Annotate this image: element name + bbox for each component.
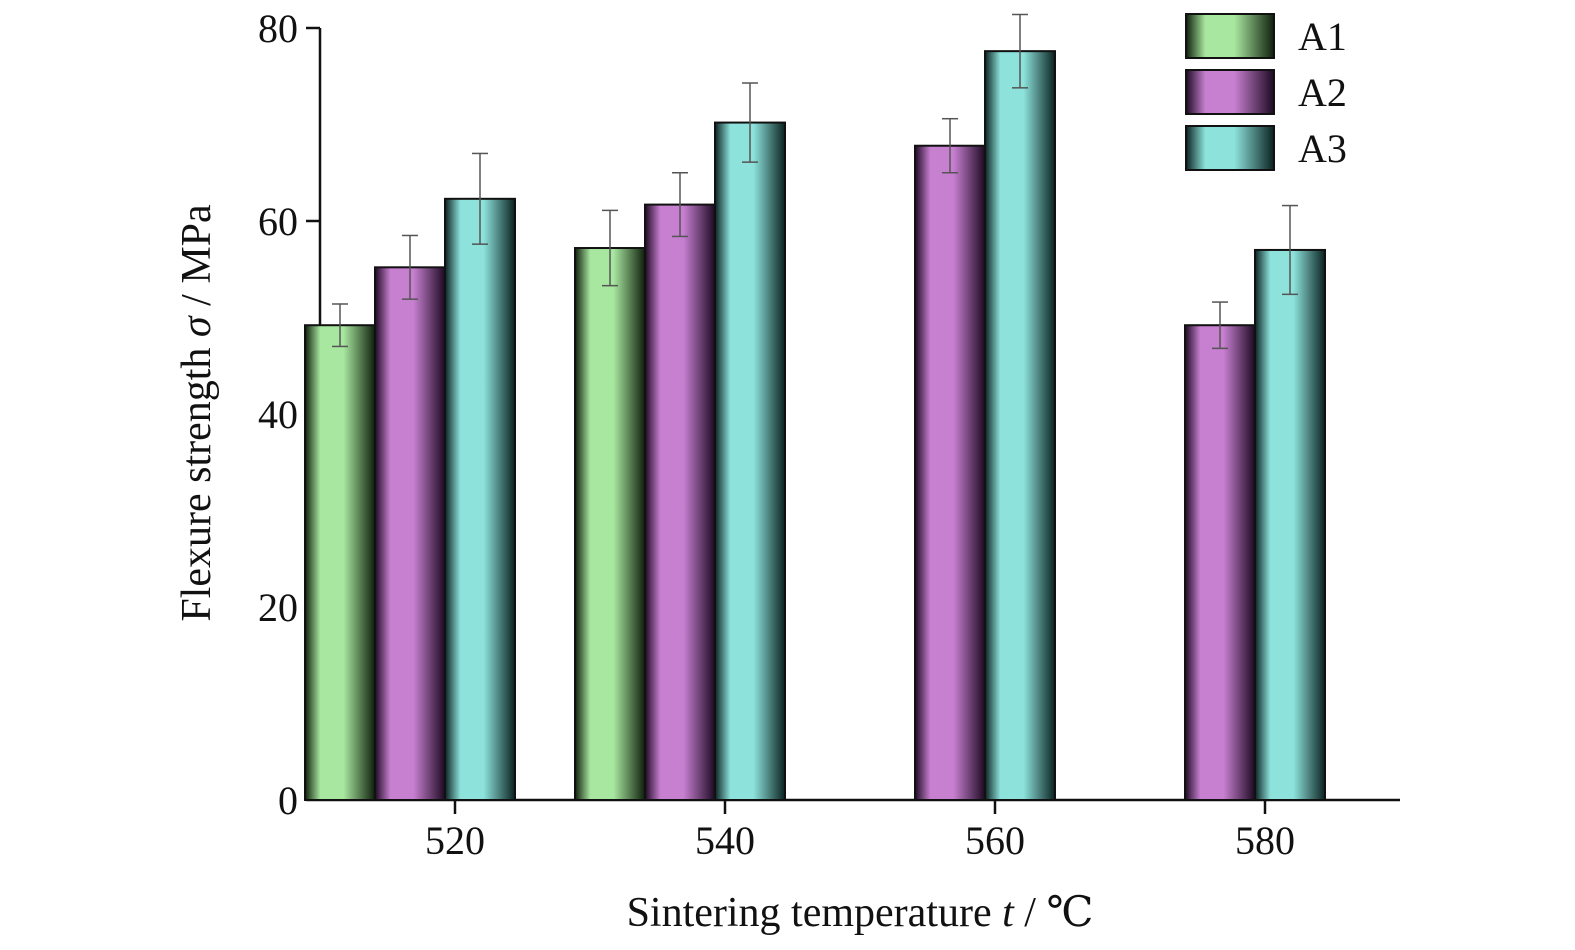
y-axis-title-suffix: / MPa	[174, 204, 220, 316]
legend-swatch-a3	[1185, 125, 1275, 171]
y-tick-label: 60	[258, 199, 298, 244]
bar-a1-540	[574, 247, 646, 801]
y-tick-label: 20	[258, 585, 298, 630]
x-axis-title: Sintering temperature t / ℃	[627, 890, 1094, 936]
error-bar-a1-520	[332, 303, 348, 348]
error-bar-a1-540	[602, 209, 618, 287]
legend-swatch-a2	[1185, 69, 1275, 115]
legend-label-a3: A3	[1298, 126, 1347, 171]
error-bars	[332, 13, 1298, 350]
bar-series	[304, 50, 1326, 802]
x-tick-label: 520	[425, 818, 485, 863]
legend-label-a1: A1	[1298, 14, 1347, 59]
bar-a2-520	[374, 266, 446, 801]
y-axis-title-var: σ	[174, 314, 220, 337]
error-bar-a3-560	[1012, 13, 1028, 89]
x-tick-label: 580	[1235, 818, 1295, 863]
x-axis-ticks: 520 540 560 580	[425, 800, 1295, 863]
x-axis-title-var: t	[1002, 890, 1015, 936]
error-bar-a2-540	[672, 172, 688, 238]
y-tick-label: 40	[258, 392, 298, 437]
bar-a3-580	[1254, 248, 1326, 801]
bar-a3-540	[714, 121, 786, 801]
bar-a2-560	[914, 144, 986, 802]
x-tick-label: 540	[695, 818, 755, 863]
y-tick-label: 0	[278, 778, 298, 823]
error-bar-a3-540	[742, 82, 758, 163]
x-axis-title-prefix: Sintering temperature	[627, 890, 1003, 936]
x-tick-label: 560	[965, 818, 1025, 863]
legend-swatch-a1	[1185, 13, 1275, 59]
legend: A1 A2 A3	[1185, 13, 1347, 171]
error-bar-a3-520	[472, 152, 488, 245]
x-axis-title-suffix: / ℃	[1014, 890, 1094, 936]
legend-label-a2: A2	[1298, 70, 1347, 115]
y-axis-title: Flexure strength σ / MPa	[174, 204, 220, 622]
y-axis-title-prefix: Flexure strength	[174, 337, 220, 622]
error-bar-a2-520	[402, 234, 418, 300]
bar-a3-560	[984, 50, 1056, 802]
error-bar-a3-580	[1282, 204, 1298, 296]
bar-a1-520	[304, 324, 376, 801]
error-bar-a2-560	[942, 117, 958, 174]
y-tick-label: 80	[258, 6, 298, 51]
bar-a2-580	[1184, 324, 1256, 801]
bar-a2-540	[644, 203, 716, 802]
bar-a3-520	[444, 197, 516, 801]
error-bar-a2-580	[1212, 301, 1228, 350]
